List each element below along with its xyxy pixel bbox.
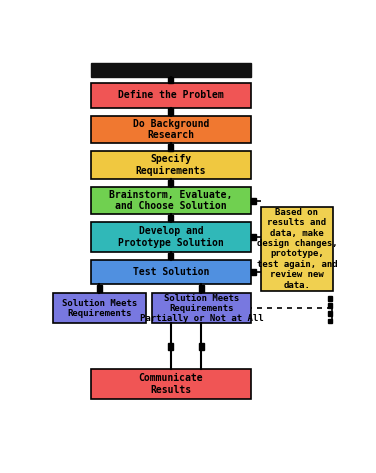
- Bar: [328, 296, 332, 300]
- Bar: [91, 63, 251, 77]
- Bar: [168, 253, 173, 259]
- Bar: [199, 286, 204, 292]
- Bar: [168, 215, 173, 221]
- Bar: [328, 303, 332, 308]
- Bar: [168, 108, 173, 115]
- Bar: [53, 293, 146, 324]
- Text: Develop and
Prototype Solution: Develop and Prototype Solution: [118, 226, 224, 248]
- Text: Solution Meets
Requirements: Solution Meets Requirements: [62, 299, 137, 318]
- Text: Solution Meets
Requirements
Partially or Not at All: Solution Meets Requirements Partially or…: [139, 294, 263, 324]
- Text: Specify
Requirements: Specify Requirements: [136, 155, 206, 176]
- Bar: [199, 343, 204, 350]
- Bar: [91, 83, 251, 108]
- Bar: [251, 198, 256, 203]
- Bar: [168, 144, 173, 151]
- Bar: [91, 151, 251, 179]
- Bar: [328, 311, 332, 315]
- Bar: [91, 260, 251, 284]
- Text: Test Solution: Test Solution: [133, 267, 209, 277]
- Bar: [91, 116, 251, 143]
- Bar: [97, 286, 102, 292]
- Bar: [328, 318, 332, 323]
- Bar: [168, 180, 173, 186]
- Bar: [261, 207, 332, 290]
- Bar: [251, 234, 256, 240]
- Text: Communicate
Results: Communicate Results: [138, 373, 203, 395]
- Bar: [91, 222, 251, 252]
- Text: Brainstorm, Evaluate,
and Choose Solution: Brainstorm, Evaluate, and Choose Solutio…: [109, 190, 232, 211]
- Text: Based on
results and
data, make
design changes,
prototype,
test again, and
revie: Based on results and data, make design c…: [256, 208, 337, 289]
- Bar: [152, 293, 251, 324]
- Text: Do Background
Research: Do Background Research: [133, 119, 209, 140]
- Text: Define the Problem: Define the Problem: [118, 90, 224, 100]
- Bar: [168, 343, 173, 350]
- Bar: [91, 369, 251, 399]
- Bar: [168, 77, 173, 83]
- Bar: [251, 269, 256, 275]
- Bar: [91, 187, 251, 214]
